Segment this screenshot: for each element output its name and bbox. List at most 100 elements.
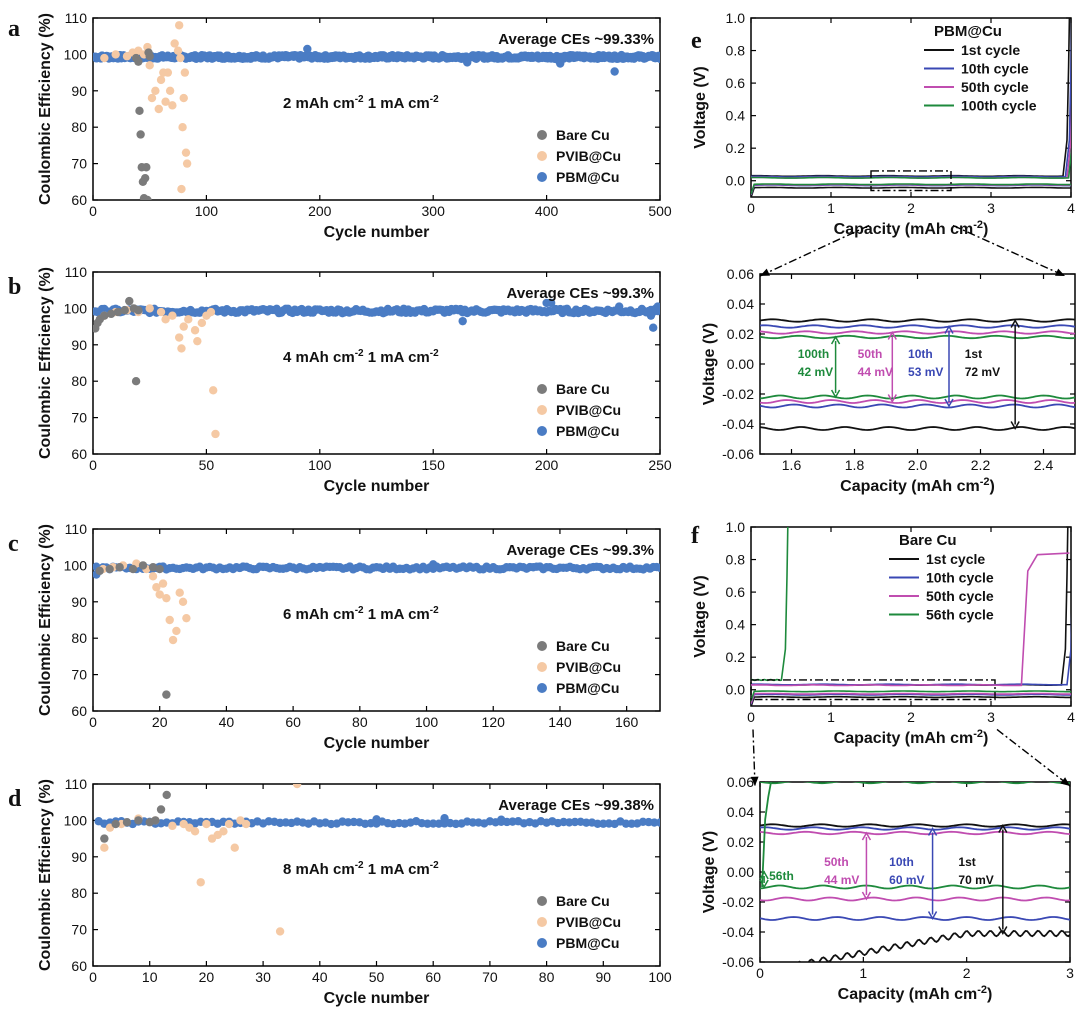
legend-marker <box>537 683 547 693</box>
condition-sup: -2 <box>355 348 364 359</box>
pvib-point <box>178 123 187 132</box>
x-tick-label: 20 <box>199 969 215 985</box>
legend-label: PVIB@Cu <box>556 659 621 675</box>
lines-layer <box>751 527 1071 706</box>
pbm-outlier-point <box>610 67 619 76</box>
plating-curve <box>751 695 1071 706</box>
pvib-point <box>181 148 191 157</box>
panel-letter: e <box>691 28 702 54</box>
pvib-point <box>184 315 193 324</box>
condition-capacity: 6 mAh cm <box>283 606 355 623</box>
rise-trace <box>761 782 772 888</box>
bare-cu-point <box>151 816 160 825</box>
connector-line <box>996 728 1071 787</box>
pvib-point <box>156 75 166 85</box>
connector-line <box>759 224 870 277</box>
legend-label: 10th cycle <box>926 570 994 586</box>
stripping-curve <box>751 527 1069 686</box>
pbm-outlier-point <box>556 59 565 68</box>
pvib-point <box>177 344 186 353</box>
panel-letter: a <box>8 16 20 42</box>
bare-cu-point <box>148 563 158 572</box>
y-tick-label: 100 <box>64 300 88 316</box>
legend-marker <box>537 641 547 651</box>
y-tick-label: 90 <box>71 337 87 353</box>
pbm-outlier-point <box>458 316 467 326</box>
condition-rate: 1 mA cm <box>364 606 430 623</box>
x-tick-label: 60 <box>285 714 301 730</box>
gap-label-cycle: 50th <box>824 855 849 869</box>
pbm-outlier-point <box>546 298 556 308</box>
x-tick-label: 70 <box>482 969 498 985</box>
bare-cu-point <box>142 163 151 172</box>
x-tick-label: 3 <box>987 200 995 216</box>
bare-cu-point <box>143 195 152 200</box>
stripping-curve <box>751 552 1070 687</box>
plating-trace <box>760 394 1075 400</box>
y-tick-label: 100 <box>64 557 88 573</box>
x-axis-title-end: ) <box>987 986 992 1003</box>
condition-label: 2 mAh cm-2 1 mA cm-2 <box>283 94 439 112</box>
y-axis-title: Voltage (V) <box>692 575 709 657</box>
bare-cu-point <box>162 690 171 699</box>
x-tick-label: 2.0 <box>908 457 928 473</box>
bare-cu-point <box>155 564 164 574</box>
y-tick-label: 60 <box>71 192 87 208</box>
y-tick-label: 0.0 <box>726 682 746 698</box>
y-tick-label: 0.4 <box>726 108 746 124</box>
pvib-point <box>173 46 183 55</box>
condition-sup: -2 <box>430 94 439 105</box>
x-tick-label: 0 <box>747 709 755 725</box>
x-axis-title-end: ) <box>983 221 988 238</box>
legend-marker <box>537 917 547 927</box>
y-axis-title: Coulombic Efficiency (%) <box>37 267 54 459</box>
x-tick-label: 1.6 <box>782 457 802 473</box>
bare-cu-point <box>115 563 124 572</box>
plot-frame <box>92 17 661 201</box>
x-axis-title: Cycle number <box>324 478 430 495</box>
x-tick-label: 160 <box>615 714 639 730</box>
gap-label-value: 60 mV <box>889 873 924 887</box>
condition-label: 4 mAh cm-2 1 mA cm-2 <box>283 348 439 366</box>
stripping-trace <box>760 334 1075 340</box>
stripping-trace <box>760 330 1075 335</box>
x-axis-title-sup: -2 <box>980 476 990 488</box>
y-tick-label: 100 <box>64 812 88 828</box>
legend-marker <box>537 896 547 906</box>
gap-label-value: 53 mV <box>908 365 943 379</box>
legend-label: 1st cycle <box>926 551 985 567</box>
x-tick-label: 90 <box>596 969 612 985</box>
y-tick-label: 0.0 <box>726 173 746 189</box>
pvib-point <box>230 843 239 852</box>
pvib-point <box>154 104 163 114</box>
gap-label-cycle: 1st <box>965 347 982 361</box>
pvib-point <box>190 827 200 836</box>
bare-cu-point <box>134 816 143 825</box>
x-tick-label: 120 <box>482 714 506 730</box>
panel-letter: d <box>8 786 22 812</box>
y-tick-label: 90 <box>71 594 87 610</box>
x-tick-label: 3 <box>1066 965 1074 981</box>
x-axis-title-sup: -2 <box>977 984 987 996</box>
pvib-point <box>211 429 220 439</box>
legend-label: 50th cycle <box>926 588 994 604</box>
average-ce-label: Average CEs ~99.3% <box>507 542 654 559</box>
y-tick-label: 0.8 <box>726 43 746 59</box>
plating-curve <box>751 690 1071 702</box>
y-tick-label: 0.06 <box>727 774 754 790</box>
pvib-point <box>197 318 207 328</box>
pbm-outlier-point <box>429 560 438 569</box>
legend-label: Bare Cu <box>556 638 610 654</box>
y-tick-label: 70 <box>71 922 87 938</box>
arrow-head-up <box>861 831 872 841</box>
condition-sup: -2 <box>430 605 439 616</box>
x-tick-label: 60 <box>425 969 441 985</box>
legend-label: PVIB@Cu <box>556 402 621 418</box>
plating-trace <box>760 403 1075 409</box>
pvib-point <box>156 307 166 317</box>
x-tick-label: 0 <box>89 203 97 219</box>
x-tick-label: 0 <box>747 200 755 216</box>
x-tick-label: 40 <box>219 714 235 730</box>
x-tick-label: 500 <box>648 203 672 219</box>
x-axis-title: Capacity (mAh cm-2) <box>834 728 989 747</box>
